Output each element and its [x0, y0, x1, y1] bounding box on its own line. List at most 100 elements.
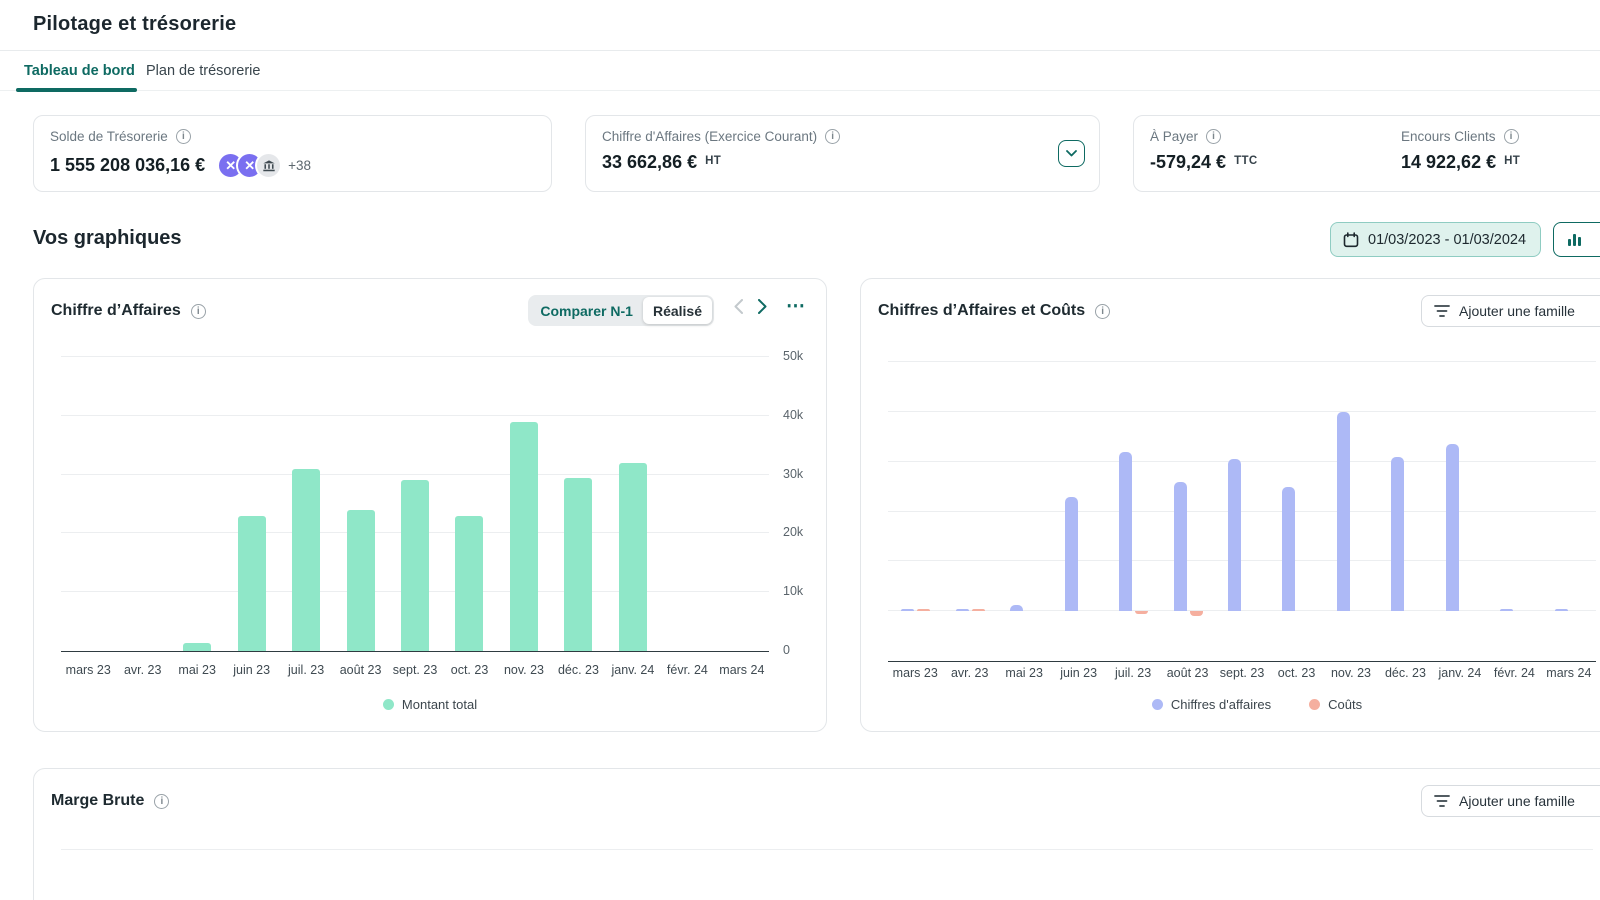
legend: Chiffres d'affaires Coûts	[861, 697, 1600, 712]
revenue-dropdown-button[interactable]	[1058, 140, 1085, 167]
kpi-receivable-value: 14 922,62 €	[1401, 152, 1497, 172]
gridline	[888, 361, 1596, 362]
tab-plan-de-tresorerie[interactable]: Plan de trésorerie	[146, 63, 261, 79]
info-icon[interactable]: i	[1503, 129, 1519, 144]
bar[interactable]	[971, 609, 985, 612]
calendar-icon	[1343, 231, 1359, 247]
legend-label: Montant total	[401, 697, 478, 712]
bar[interactable]	[1064, 496, 1078, 612]
bar[interactable]	[1391, 456, 1405, 612]
x-tick-label: mars 24	[1546, 666, 1592, 680]
kpi-payable-label: À Payer	[1150, 129, 1199, 144]
header-divider	[0, 50, 1600, 51]
bar[interactable]	[455, 515, 484, 651]
filter-icon	[1434, 305, 1450, 317]
bar[interactable]	[1189, 611, 1203, 617]
y-tick-label: 20k	[783, 525, 804, 540]
add-family-button[interactable]: Ajouter une famille	[1421, 785, 1600, 817]
bar[interactable]	[1135, 611, 1149, 614]
y-axis-labels: 0 10k 20k 30k 40k 50k	[783, 279, 827, 731]
bar[interactable]	[901, 608, 915, 612]
gridline	[888, 410, 1596, 412]
bar[interactable]	[955, 609, 969, 612]
kpi-card-treasury-balance: Solde de Trésorerie i 1 555 208 036,16 €…	[33, 115, 552, 192]
kpi-receivable-label: Encours Clients	[1401, 129, 1496, 144]
chevron-left-icon[interactable]	[734, 299, 743, 314]
date-range-value: 01/03/2023 - 01/03/2024	[1368, 231, 1527, 248]
bar[interactable]	[1554, 608, 1568, 612]
chart-card-ca-et-couts: Chiffres d’Affaires et Coûts i Ajouter u…	[860, 278, 1600, 732]
kpi-treasury-label: Solde de Trésorerie	[50, 129, 168, 144]
info-icon[interactable]: i	[154, 793, 170, 809]
kpi-receivable-block: Encours Clients i 14 922,62 € HT	[1401, 116, 1600, 191]
chart-card-marge-brute: Marge Brute i Ajouter une famille	[33, 768, 1600, 900]
toggle-comparer-n1[interactable]: Comparer N-1	[540, 302, 633, 319]
chart1-title: Chiffre d’Affaires	[51, 302, 181, 319]
bar[interactable]	[509, 421, 538, 651]
gridline	[888, 610, 1596, 612]
x-tick-label: oct. 23	[450, 663, 489, 677]
info-icon[interactable]: i	[175, 129, 191, 144]
kpi-revenue-unit: HT	[705, 154, 722, 167]
bar[interactable]	[1445, 444, 1459, 612]
bar[interactable]	[917, 608, 931, 612]
info-icon[interactable]: i	[190, 303, 206, 319]
bar[interactable]	[1282, 486, 1296, 612]
info-icon[interactable]: i	[1206, 129, 1222, 144]
bar[interactable]	[1010, 604, 1024, 612]
bar[interactable]	[1336, 411, 1350, 612]
bar[interactable]	[1228, 459, 1241, 612]
bar[interactable]	[237, 515, 266, 651]
x-tick-label: mars 24	[719, 663, 765, 677]
x-tick-label: févr. 24	[666, 663, 708, 677]
kpi-revenue-value: 33 662,86 €	[602, 152, 698, 172]
kpi-payable-unit: TTC	[1234, 154, 1258, 167]
more-options-icon[interactable]: ⋯	[786, 295, 806, 317]
legend-label: Chiffres d'affaires	[1170, 697, 1272, 712]
x-tick-label: juil. 23	[1115, 666, 1152, 680]
bar[interactable]	[183, 643, 212, 651]
chart-type-button[interactable]	[1553, 222, 1600, 257]
x-tick-label: déc. 23	[557, 663, 599, 677]
bar[interactable]	[618, 462, 647, 651]
date-range-picker[interactable]: 01/03/2023 - 01/03/2024	[1330, 222, 1541, 257]
chevron-right-icon[interactable]	[758, 299, 767, 314]
legend-item[interactable]: Montant total	[382, 697, 478, 712]
legend-label: Coûts	[1328, 697, 1363, 712]
gridline	[61, 849, 1593, 850]
bar[interactable]	[1119, 451, 1133, 612]
gridline	[61, 356, 769, 357]
bar[interactable]	[1500, 609, 1514, 612]
tab-bar: Tableau de bord Plan de trésorerie	[0, 51, 1600, 92]
x-tick-label: août 23	[339, 663, 382, 677]
x-axis-labels: mars 23 avr. 23 mai 23 juin 23 juil. 23 août …	[888, 666, 1596, 680]
gridline	[61, 473, 769, 475]
more-accounts-count: +38	[288, 158, 312, 173]
legend-item[interactable]: Coûts	[1309, 697, 1362, 712]
x-tick-label: oct. 23	[1277, 666, 1316, 680]
section-title-graphs: Vos graphiques	[33, 227, 182, 249]
gridline	[61, 414, 769, 416]
bar[interactable]	[292, 468, 321, 651]
tab-tableau-de-bord[interactable]: Tableau de bord	[24, 63, 135, 79]
add-family-button[interactable]: Ajouter une famille	[1421, 295, 1600, 327]
bank-logo-x-glyph: ✕	[225, 157, 237, 173]
bank-icon	[262, 159, 275, 171]
gridline	[888, 460, 1596, 462]
bank-accounts-avatar-stack[interactable]: ✕ ✕ +38	[217, 152, 311, 179]
compare-toggle: Comparer N-1 Réalisé	[528, 295, 714, 326]
bar[interactable]	[564, 477, 593, 651]
bar[interactable]	[401, 480, 429, 651]
info-icon[interactable]: i	[1095, 303, 1111, 319]
bar[interactable]	[1173, 481, 1187, 612]
legend-item[interactable]: Chiffres d'affaires	[1151, 697, 1272, 712]
y-tick-label: 30k	[783, 466, 804, 481]
kpi-receivable-unit: HT	[1504, 154, 1521, 167]
toggle-realise[interactable]: Réalisé	[642, 297, 712, 324]
plot-area	[61, 356, 769, 652]
info-icon[interactable]: i	[825, 129, 841, 144]
filter-icon	[1434, 795, 1450, 807]
gridline	[888, 560, 1596, 562]
bar[interactable]	[346, 509, 375, 651]
